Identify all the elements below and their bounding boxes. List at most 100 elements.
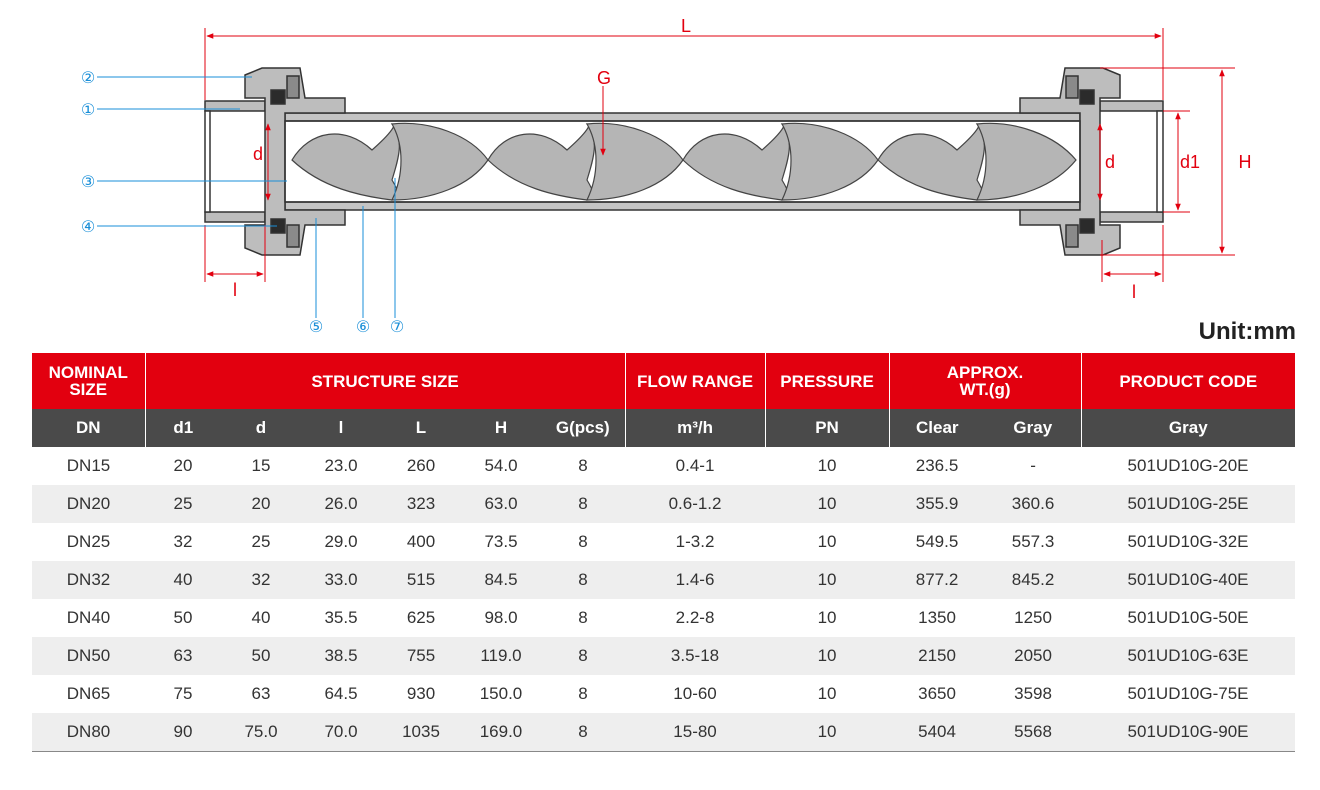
table-cell: 501UD10G-40E	[1081, 561, 1296, 599]
table-row: DN15 20 15 23.0 260 54.0 8 0.4-1 10 236.5-501UD10…	[32, 447, 1296, 485]
table-cell: 323	[381, 485, 461, 523]
table-cell: 15-80	[625, 713, 766, 752]
subheader-cell: l	[301, 409, 381, 447]
callout-7: ⑦	[390, 317, 404, 336]
table-cell: 10	[765, 523, 890, 561]
callout-5: ⑤	[309, 317, 323, 336]
table-cell: 169.0	[461, 713, 541, 752]
table-cell: 25	[221, 523, 301, 561]
table-cell: 360.6	[985, 485, 1082, 523]
table-row: DN40 50 40 35.5 625 98.0 8 2.2-8 10 1350 1250 501UD…	[32, 599, 1296, 637]
table-cell: DN32	[32, 561, 145, 599]
table-cell: 5404	[889, 713, 986, 752]
table-cell: 2050	[985, 637, 1082, 675]
table-cell: 877.2	[889, 561, 986, 599]
subheader-cell: Gray	[1081, 409, 1296, 447]
table-cell: 557.3	[985, 523, 1082, 561]
table-cell: 75	[145, 675, 221, 713]
table-cell: 5568	[985, 713, 1082, 752]
table-cell: 0.6-1.2	[625, 485, 766, 523]
table-cell: 63	[221, 675, 301, 713]
table-cell: 35.5	[301, 599, 381, 637]
header-pressure: PRESSURE	[765, 353, 890, 409]
mixer-body	[204, 67, 1164, 256]
table-cell: 150.0	[461, 675, 541, 713]
table-header-top: NOMINAL SIZE STRUCTURE SIZE FLOW RANGE PR…	[32, 353, 1296, 409]
part-callout-leaders	[97, 76, 396, 318]
table-row: DN65 75 63 64.5 930 150.0 8 10-60 10 3650 3598 501U…	[32, 675, 1296, 713]
table-header-sub: DN d1 d l L H G(pcs) m³/h PN Clear Gray Gray	[32, 409, 1296, 447]
table-cell: 260	[381, 447, 461, 485]
subheader-cell: Gray	[985, 409, 1082, 447]
table-cell: 26.0	[301, 485, 381, 523]
table-cell: 8	[541, 599, 626, 637]
dim-d-right-label: d	[1105, 152, 1115, 172]
table-cell: 0.4-1	[625, 447, 766, 485]
dim-G-label: G	[597, 68, 611, 88]
table-cell: 63.0	[461, 485, 541, 523]
dimension-labels: L G d d d1 H l l	[233, 16, 1252, 302]
table-cell: 8	[541, 561, 626, 599]
callout-1: ①	[81, 100, 95, 119]
header-product-code: PRODUCT CODE	[1081, 353, 1296, 409]
subheader-cell: PN	[765, 409, 890, 447]
table-cell: DN40	[32, 599, 145, 637]
table-cell: 84.5	[461, 561, 541, 599]
table-cell: 40	[221, 599, 301, 637]
table-cell: 33.0	[301, 561, 381, 599]
subheader-cell: d	[221, 409, 301, 447]
table-cell: 1.4-6	[625, 561, 766, 599]
table-cell: 20	[221, 485, 301, 523]
table-cell: 8	[541, 523, 626, 561]
header-nominal-size: NOMINAL SIZE	[32, 353, 146, 409]
table-cell: 10	[765, 447, 890, 485]
table-cell: 2150	[889, 637, 986, 675]
table-body: DN15 20 15 23.0 260 54.0 8 0.4-1 10 236.5-501UD10…	[32, 447, 1296, 752]
table-cell: 50	[145, 599, 221, 637]
table-cell: 63	[145, 637, 221, 675]
subheader-cell: m³/h	[625, 409, 766, 447]
table-cell: 119.0	[461, 637, 541, 675]
table-cell: 400	[381, 523, 461, 561]
header-structure-size: STRUCTURE SIZE	[145, 353, 626, 409]
table-cell: 501UD10G-75E	[1081, 675, 1296, 713]
static-mixer-drawing: L G d d d1 H l l ① ② ③ ④ ⑤ ⑥ ⑦	[81, 16, 1252, 336]
dim-d1-label: d1	[1180, 152, 1200, 172]
table-cell: 236.5	[889, 447, 986, 485]
table-cell: 3.5-18	[625, 637, 766, 675]
table-cell: 355.9	[889, 485, 986, 523]
table-cell: 10	[765, 485, 890, 523]
table-cell: 501UD10G-63E	[1081, 637, 1296, 675]
table-row: DN32 40 32 33.0 515 84.5 8 1.4-6 10 877.2 845.2 501…	[32, 561, 1296, 599]
table-cell: DN25	[32, 523, 145, 561]
table-cell: 515	[381, 561, 461, 599]
table-cell: 10	[765, 713, 890, 752]
dim-H-label: H	[1239, 152, 1252, 172]
table-cell: 10	[765, 675, 890, 713]
dimension-lines	[204, 28, 1235, 282]
table-cell: 1035	[381, 713, 461, 752]
table-cell: -	[985, 447, 1082, 485]
table-cell: 501UD10G-50E	[1081, 599, 1296, 637]
table-cell: DN15	[32, 447, 145, 485]
table-cell: 8	[541, 713, 626, 752]
subheader-cell: H	[461, 409, 541, 447]
dim-L-label: L	[681, 16, 691, 36]
table-cell: 32	[221, 561, 301, 599]
callout-4: ④	[81, 217, 95, 236]
table-cell: 625	[381, 599, 461, 637]
table-cell: 845.2	[985, 561, 1082, 599]
table-cell: DN80	[32, 713, 145, 752]
table-cell: 54.0	[461, 447, 541, 485]
table-cell: DN50	[32, 637, 145, 675]
callout-3: ③	[81, 172, 95, 191]
table-row: DN50 63 50 38.5 755 119.0 8 3.5-18 10 2150 2050 501…	[32, 637, 1296, 675]
table-cell: 930	[381, 675, 461, 713]
header-approx-wt: APPROX. WT.(g)	[889, 353, 1082, 409]
mixing-elements	[291, 122, 1077, 201]
dim-l-left-label: l	[233, 280, 237, 300]
table-cell: 10	[765, 637, 890, 675]
callout-6: ⑥	[356, 317, 370, 336]
subheader-cell: DN	[32, 409, 146, 447]
table-cell: 8	[541, 637, 626, 675]
